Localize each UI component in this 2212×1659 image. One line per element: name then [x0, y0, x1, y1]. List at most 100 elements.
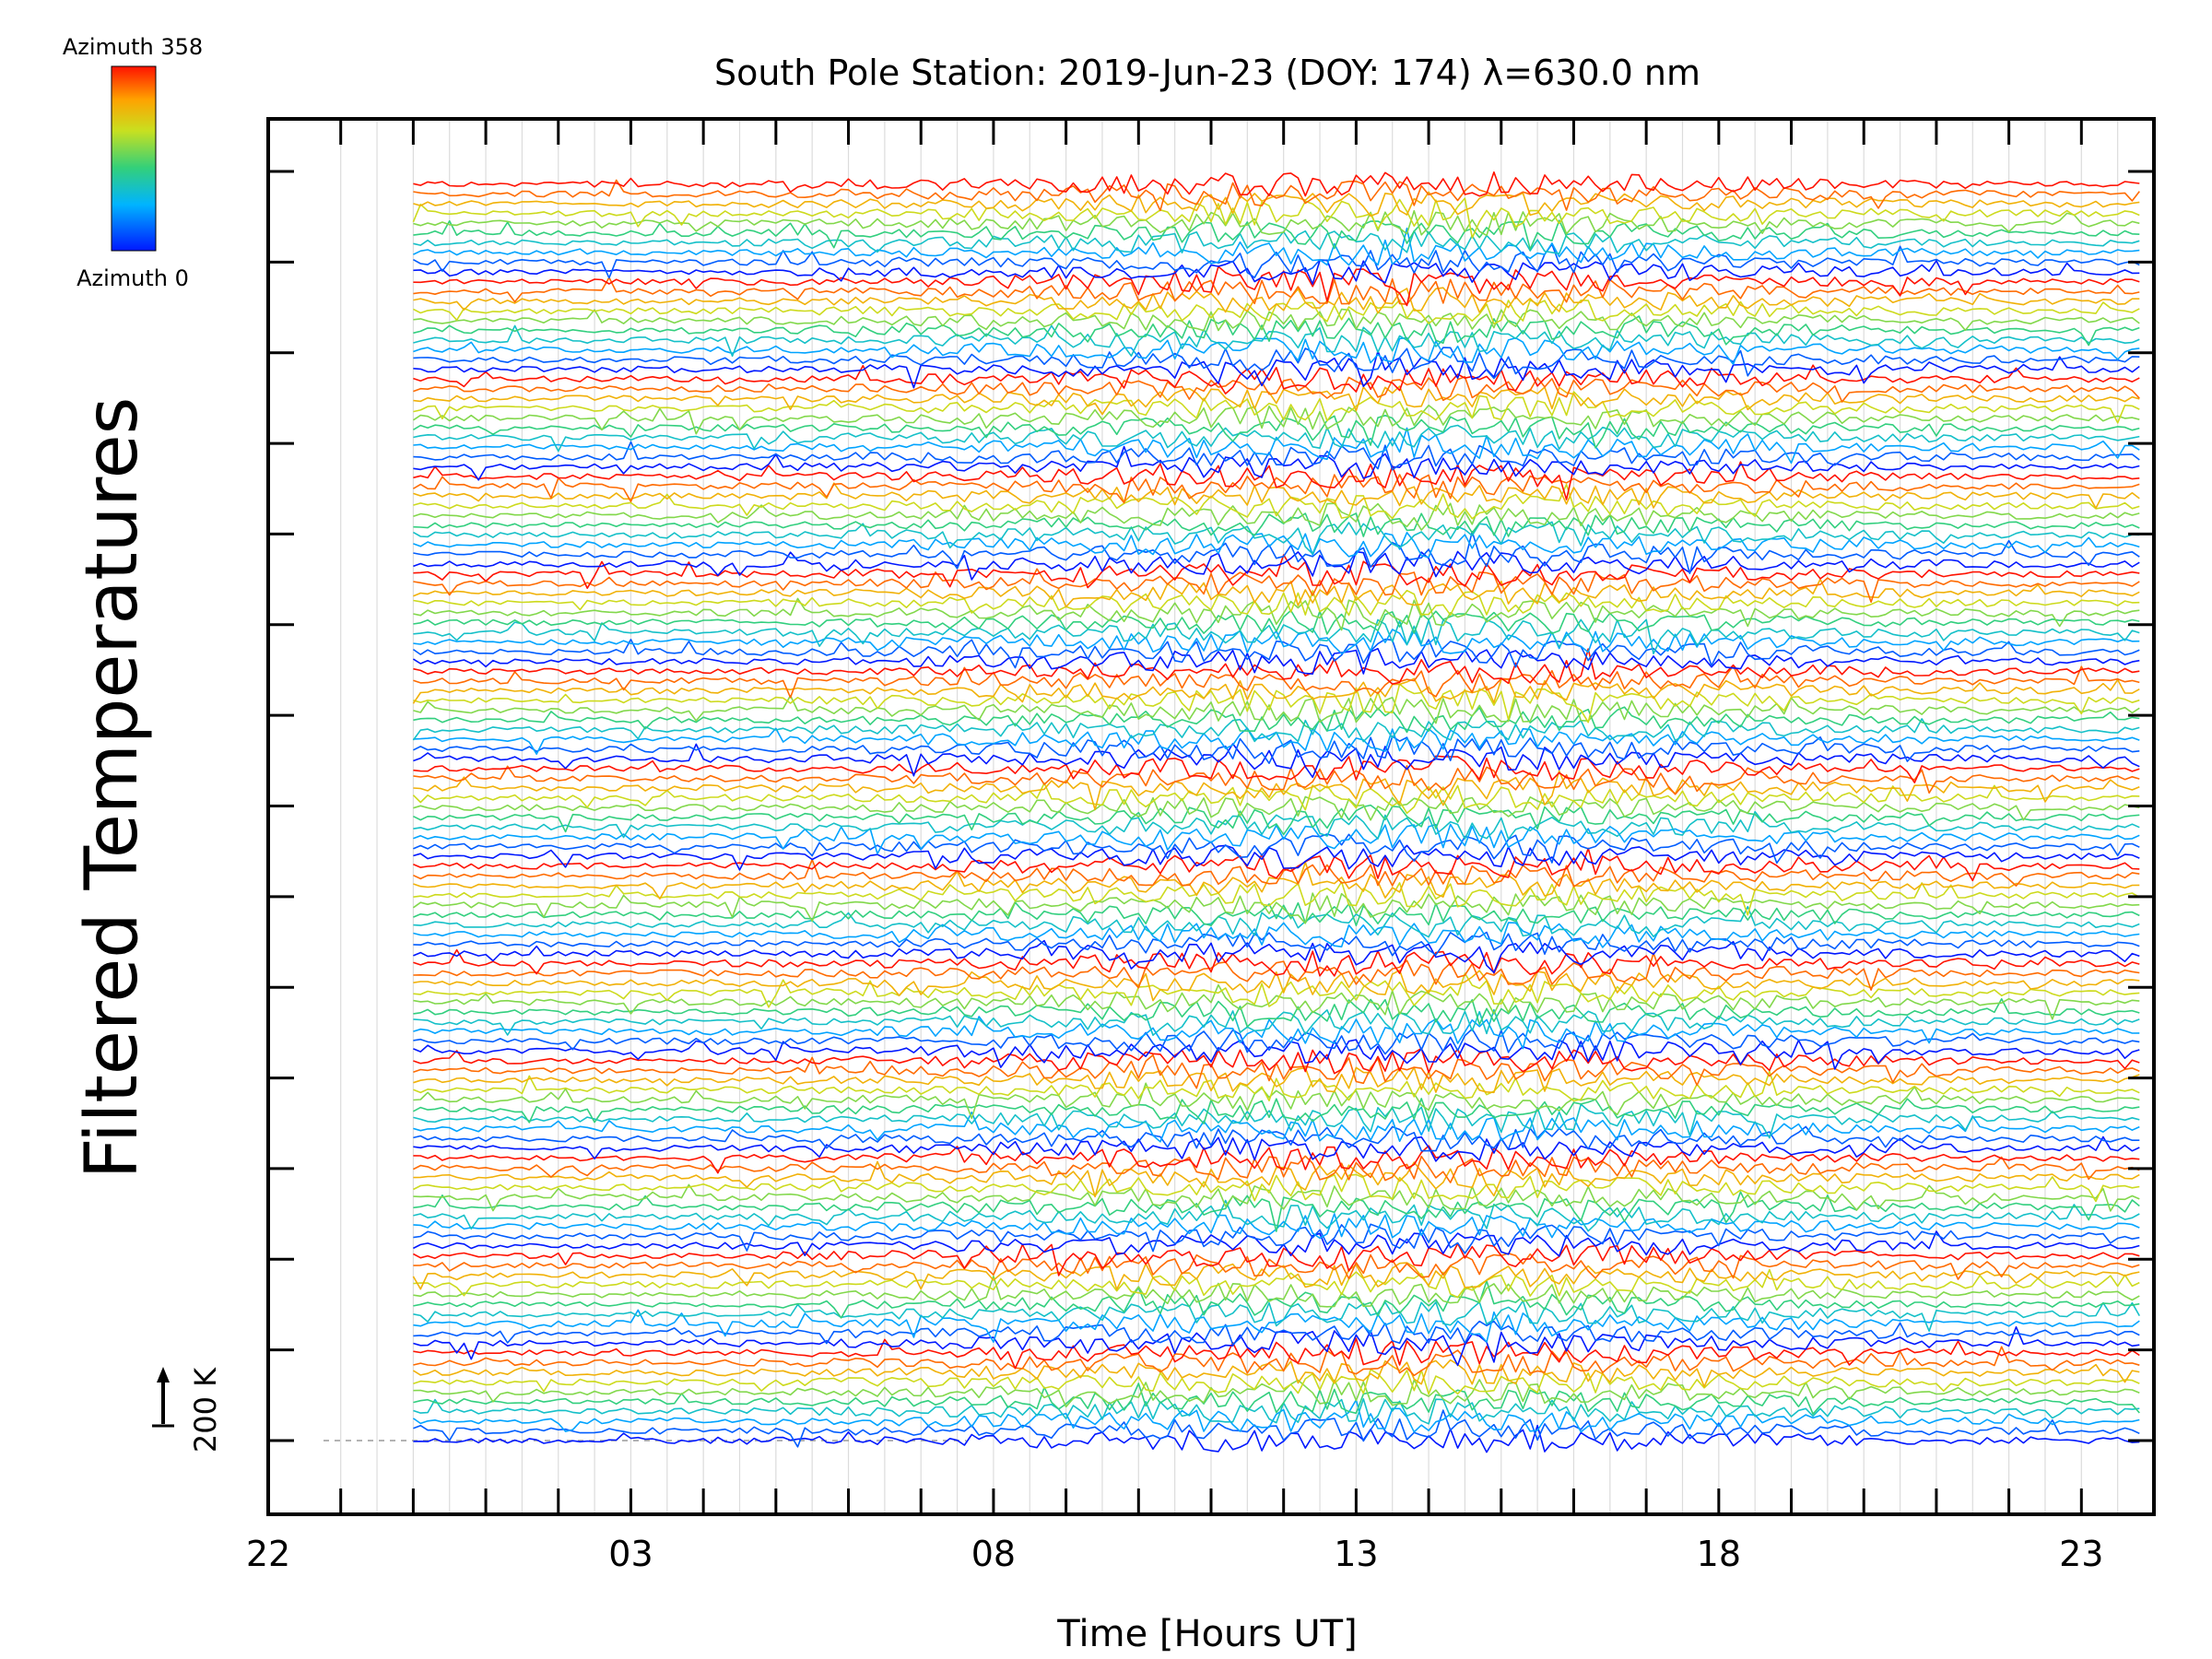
temperature-traces: [412, 171, 2140, 1453]
temperature-trace: [413, 1155, 2140, 1183]
temperature-trace: [413, 1082, 2140, 1120]
temperature-trace: [412, 638, 2140, 669]
temperature-trace: [413, 209, 2140, 237]
temperature-trace: [413, 276, 2140, 305]
temperature-trace: [413, 931, 2140, 957]
temperature-trace: [413, 350, 2140, 389]
temperature-trace: [413, 881, 2140, 916]
temperature-trace: [413, 765, 2140, 795]
temperature-trace: [413, 427, 2140, 465]
temperature-trace: [413, 983, 2140, 1020]
temperature-trace: [413, 939, 2140, 973]
temperature-trace: [413, 743, 2140, 779]
temperature-trace: [412, 415, 2140, 449]
temperature-trace: [413, 1173, 2140, 1203]
colorbar-gradient: [111, 65, 157, 252]
temperature-trace: [413, 998, 2140, 1028]
temperature-trace: [413, 1183, 2140, 1212]
temperature-trace: [413, 683, 2140, 724]
temperature-trace: [413, 1191, 2140, 1232]
temperature-trace: [413, 1135, 2140, 1162]
temperature-trace: [413, 810, 2140, 841]
temperature-trace: [412, 197, 2140, 239]
temperature-trace: [413, 972, 2140, 1008]
x-tick-label: 23: [2059, 1534, 2103, 1574]
temperature-trace: [413, 554, 2140, 589]
temperature-trace: [413, 948, 2140, 977]
temperature-trace: [413, 969, 2140, 1002]
temperature-trace: [413, 578, 2140, 608]
temperature-trace: [413, 512, 2140, 537]
temperature-trace: [413, 532, 2140, 559]
temperature-trace: [412, 405, 2140, 435]
temperature-trace: [413, 1300, 2140, 1332]
temperature-trace: [413, 424, 2140, 453]
x-axis-label: Time [Hours UT]: [1056, 1613, 1357, 1655]
temperature-trace: [412, 1359, 2140, 1388]
temperature-trace: [413, 324, 2140, 358]
temperature-trace: [413, 1066, 2140, 1094]
temperature-trace: [413, 1160, 2140, 1198]
chart-title: South Pole Station: 2019-Jun-23 (DOY: 17…: [714, 53, 1700, 93]
scale-bar: 200 K: [152, 1367, 223, 1453]
temperature-trace: [413, 179, 2140, 212]
temperature-trace: [413, 770, 2140, 811]
temperature-trace: [413, 521, 2140, 555]
temperature-trace: [412, 718, 2140, 743]
temperature-trace: [413, 568, 2140, 603]
temperature-trace: [413, 1125, 2140, 1152]
temperature-trace: [413, 735, 2140, 764]
temperature-trace: [413, 171, 2140, 197]
temperature-trace: [413, 441, 2140, 471]
temperature-trace: [413, 1199, 2140, 1232]
temperature-trace: [413, 922, 2140, 948]
temperature-trace: [413, 706, 2140, 734]
temperature-trace: [413, 1070, 2140, 1102]
temperature-trace: [413, 461, 2140, 500]
temperature-trace: [413, 1409, 2140, 1448]
colorbar-bottom-label: Azimuth 0: [76, 265, 189, 291]
x-tick-label: 03: [608, 1534, 653, 1574]
temperature-trace: [413, 618, 2140, 654]
temperature-trace: [413, 804, 2140, 836]
temperature-trace: [413, 1346, 2140, 1377]
temperature-trace: [412, 677, 2140, 704]
temperature-trace: [413, 901, 2140, 926]
temperature-trace: [413, 1309, 2140, 1343]
temperature-trace: [413, 1098, 2140, 1124]
temperature-trace: [413, 1280, 2140, 1319]
temperature-trace: [412, 782, 2140, 815]
y-axis-label: Filtered Temperatures: [71, 397, 154, 1179]
temperature-trace: [413, 445, 2140, 481]
temperature-trace: [413, 502, 2140, 531]
temperature-trace: [413, 1379, 2140, 1408]
temperature-trace: [413, 347, 2140, 380]
temperature-trace: [413, 1242, 2140, 1277]
temperature-trace: [413, 609, 2140, 635]
temperature-trace: [413, 858, 2140, 888]
temperature-trace: [413, 861, 2140, 900]
temperature-trace: [413, 308, 2140, 332]
temperature-trace: [412, 892, 2140, 924]
temperature-trace: [413, 391, 2140, 424]
temperature-trace: [413, 1369, 2140, 1395]
temperature-trace: [413, 648, 2140, 685]
x-tick-label: 13: [1334, 1534, 1378, 1574]
temperature-trace: [413, 1382, 2140, 1415]
x-tick-labels: 22 03 08 13 18 23: [246, 1534, 2104, 1574]
temperature-trace: [413, 1268, 2140, 1299]
temperature-trace: [413, 597, 2140, 631]
temperature-trace: [413, 385, 2140, 416]
temperature-trace: [413, 243, 2140, 279]
temperature-trace: [413, 1275, 2140, 1308]
temperature-trace: [413, 755, 2140, 783]
x-tick-label: 22: [246, 1534, 290, 1574]
temperature-trace: [413, 823, 2140, 855]
temperature-trace: [413, 833, 2140, 865]
axis-ticks: [268, 119, 2154, 1514]
temperature-trace: [413, 265, 2140, 307]
temperature-trace: [413, 315, 2140, 347]
scale-bar-label: 200 K: [188, 1367, 223, 1453]
temperature-trace: [413, 1145, 2140, 1174]
temperature-trace: [413, 1398, 2140, 1425]
